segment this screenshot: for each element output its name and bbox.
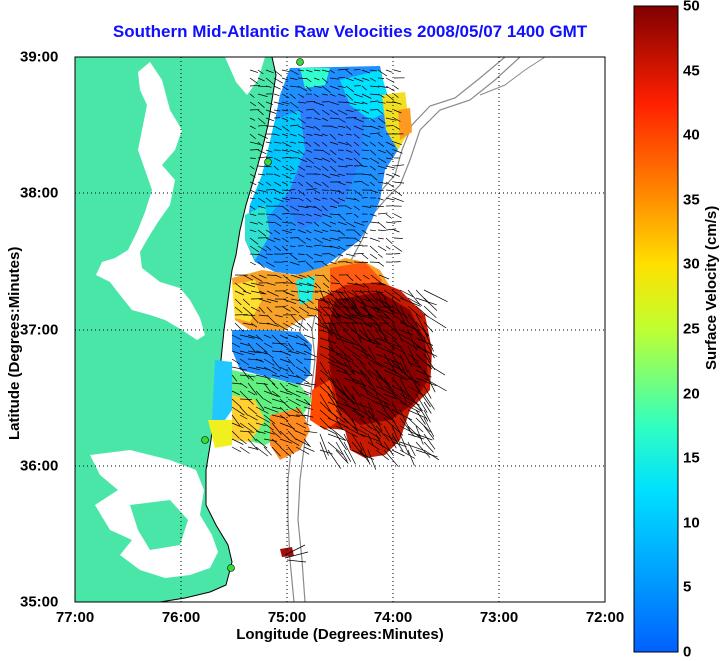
y-tick-label: 38:00 <box>20 185 58 202</box>
colorbar-tick: 25 <box>683 321 700 338</box>
x-axis-label: Longitude (Degrees:Minutes) <box>75 626 605 643</box>
y-tick-label: 36:00 <box>20 458 58 475</box>
colorbar-tick: 50 <box>683 0 700 15</box>
y-tick-label: 35:00 <box>20 594 58 611</box>
x-tick-label: 74:00 <box>374 609 412 626</box>
velocity-arrow <box>250 150 259 151</box>
velocity-arrow <box>290 198 297 199</box>
x-tick-label: 77:00 <box>56 609 94 626</box>
x-tick-label: 73:00 <box>480 609 518 626</box>
colorbar-tick: 30 <box>683 256 700 273</box>
x-tick-label: 76:00 <box>162 609 200 626</box>
x-tick-label: 72:00 <box>586 609 624 626</box>
colorbar-tick: 35 <box>683 192 700 209</box>
colorbar-tick: 5 <box>683 579 691 596</box>
velocity-arrow <box>394 222 401 223</box>
colorbar-tick: 45 <box>683 63 700 80</box>
velocity-arrow <box>378 78 384 79</box>
velocity-arrow <box>266 254 273 255</box>
velocity-arrow <box>370 110 379 111</box>
y-tick-label: 39:00 <box>20 49 58 66</box>
colorbar-label: Surface Velocity (cm/s) <box>703 206 720 370</box>
velocity-arrow <box>331 283 339 284</box>
y-tick-label: 37:00 <box>20 322 58 339</box>
velocity-arrow <box>379 323 388 324</box>
velocity-arrow <box>346 118 357 119</box>
colorbar-tick: 40 <box>683 127 700 144</box>
y-axis-label: Latitude (Degrees:Minutes) <box>6 247 23 440</box>
colorbar-tick: 20 <box>683 386 700 403</box>
x-tick-label: 75:00 <box>268 609 306 626</box>
velocity-arrow <box>315 291 324 292</box>
velocity-arrow <box>266 222 274 223</box>
velocity-arrow <box>354 262 363 263</box>
colorbar-tick: 15 <box>683 450 700 467</box>
colorbar-tick: 10 <box>683 515 700 532</box>
colorbar <box>634 6 678 652</box>
colorbar-tick: 0 <box>683 644 691 661</box>
velocity-arrow <box>298 254 305 255</box>
velocity-arrow <box>394 238 403 239</box>
